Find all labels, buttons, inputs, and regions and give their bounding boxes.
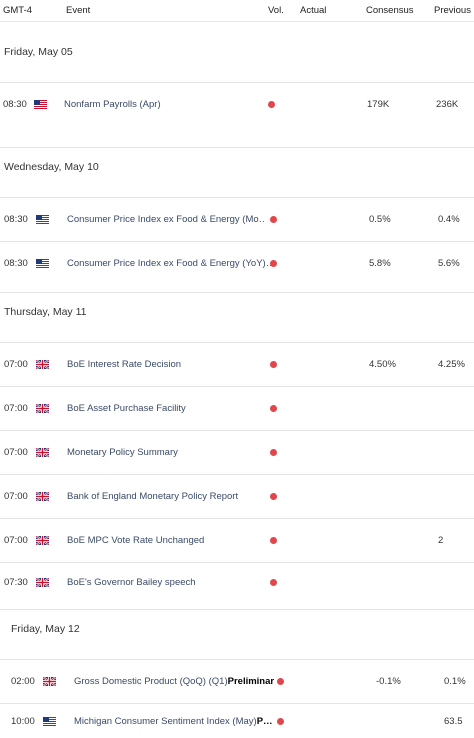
previous-value: 0.4% <box>438 214 460 225</box>
event-name: BoE Interest Rate Decision <box>67 359 182 370</box>
us-flag-icon <box>36 215 49 224</box>
event-name-link[interactable]: BoE Interest Rate Decision <box>67 359 181 370</box>
previous-value: 4.25% <box>438 359 465 370</box>
vol-header: Vol. <box>268 5 284 16</box>
day-separator <box>0 147 474 148</box>
uk-flag-icon <box>36 404 49 413</box>
high-volatility-icon <box>277 678 284 685</box>
previous-value: 5.6% <box>438 258 460 269</box>
event-name-suffix: Preliminar <box>227 676 274 687</box>
event-name: Consumer Price Index ex Food & Energy (M… <box>67 214 265 225</box>
event-name-link[interactable]: BoE MPC Vote Rate Unchanged <box>67 535 204 546</box>
event-time: 07:00 <box>4 403 28 414</box>
us-flag-icon <box>43 717 56 726</box>
event-name: Nonfarm Payrolls (Apr) <box>64 99 161 110</box>
uk-flag-icon <box>36 536 49 545</box>
previous-value: 2 <box>438 535 444 546</box>
event-name-link[interactable]: BoE's Governor Bailey speech <box>67 577 196 588</box>
event-row[interactable]: 08:30 Consumer Price Index ex Food & Ener… <box>0 241 474 285</box>
previous-value: 236K <box>436 99 459 110</box>
high-volatility-icon <box>270 493 277 500</box>
event-row[interactable]: 08:30 Nonfarm Payrolls (Apr) 179K 236K <box>0 82 474 126</box>
event-time: 07:00 <box>4 447 28 458</box>
event-row[interactable]: 08:30 Consumer Price Index ex Food & Ener… <box>0 197 474 241</box>
previous-header: Previous <box>434 5 471 16</box>
consensus-value: 5.8% <box>369 258 391 269</box>
event-row[interactable]: 07:00 Monetary Policy Summary <box>0 430 474 474</box>
table-header: GMT-4 Event Vol. Actual Consensus Previo… <box>0 0 474 22</box>
event-row[interactable]: 07:00 Bank of England Monetary Policy Rep… <box>0 474 474 518</box>
consensus-value: 4.50% <box>369 359 396 370</box>
event-name: BoE MPC Vote Rate Unchanged <box>67 535 205 546</box>
high-volatility-icon <box>270 361 277 368</box>
high-volatility-icon <box>270 260 277 267</box>
high-volatility-icon <box>270 537 277 544</box>
event-header: Event <box>66 5 91 16</box>
consensus-value: 179K <box>367 99 390 110</box>
high-volatility-icon <box>277 718 284 725</box>
event-time: 02:00 <box>11 676 35 687</box>
high-volatility-icon <box>270 405 277 412</box>
us-flag-icon <box>36 259 49 268</box>
event-name: Gross Domestic Product (QoQ) (Q1) <box>74 676 228 687</box>
uk-flag-icon <box>43 677 56 686</box>
previous-value: 63.5 <box>444 716 463 727</box>
event-name: Michigan Consumer Sentiment Index (May) <box>74 716 257 727</box>
timezone-header[interactable]: GMT-4 <box>3 5 33 16</box>
event-row[interactable]: 07:00 BoE MPC Vote Rate Unchanged 2 <box>0 518 474 562</box>
event-name-link[interactable]: Michigan Consumer Sentiment Index (May)P… <box>74 716 273 727</box>
event-time: 08:30 <box>3 99 27 110</box>
event-name-link[interactable]: BoE Asset Purchase Facility <box>67 403 186 414</box>
event-row[interactable]: 07:00 BoE Interest Rate Decision 4.50% 4.25… <box>0 342 474 386</box>
event-name: BoE's Governor Bailey speech <box>67 577 196 588</box>
day-heading: Thursday, May 11 <box>4 306 87 318</box>
event-time: 07:30 <box>4 577 28 588</box>
day-heading: Friday, May 12 <box>11 623 80 635</box>
uk-flag-icon <box>36 360 49 369</box>
event-name: BoE Asset Purchase Facility <box>67 403 186 414</box>
us-flag-icon <box>34 100 47 109</box>
event-name-link[interactable]: Nonfarm Payrolls (Apr) <box>64 99 161 110</box>
event-row[interactable]: 10:00 Michigan Consumer Sentiment Index (… <box>0 703 474 738</box>
high-volatility-icon <box>270 449 277 456</box>
actual-header: Actual <box>300 5 327 16</box>
day-separator <box>0 292 474 293</box>
consensus-header: Consensus <box>366 5 414 16</box>
event-name-link[interactable]: Bank of England Monetary Policy Report <box>67 491 238 502</box>
previous-value: 0.1% <box>444 676 466 687</box>
day-heading: Friday, May 05 <box>4 46 73 58</box>
event-time: 07:00 <box>4 491 28 502</box>
event-name-link[interactable]: Consumer Price Index ex Food & Energy (M… <box>67 214 265 225</box>
uk-flag-icon <box>36 578 49 587</box>
event-time: 08:30 <box>4 258 28 269</box>
high-volatility-icon <box>270 579 277 586</box>
event-name: Consumer Price Index ex Food & Energy (Y… <box>67 258 275 269</box>
day-heading: Wednesday, May 10 <box>4 161 99 173</box>
event-name-link[interactable]: Monetary Policy Summary <box>67 447 178 458</box>
event-name-link[interactable]: Consumer Price Index ex Food & Energy (Y… <box>67 258 275 269</box>
day-separator <box>0 609 474 610</box>
high-volatility-icon <box>268 101 275 108</box>
event-time: 10:00 <box>11 716 35 727</box>
uk-flag-icon <box>36 448 49 457</box>
event-time: 08:30 <box>4 214 28 225</box>
event-time: 07:00 <box>4 359 28 370</box>
event-row[interactable]: 02:00 Gross Domestic Product (QoQ) (Q1)Pr… <box>0 659 474 703</box>
high-volatility-icon <box>270 216 277 223</box>
event-name-suffix: P… <box>256 716 273 727</box>
uk-flag-icon <box>36 492 49 501</box>
event-name-link[interactable]: Gross Domestic Product (QoQ) (Q1)Prelimi… <box>74 676 274 687</box>
event-time: 07:00 <box>4 535 28 546</box>
event-row[interactable]: 07:30 BoE's Governor Bailey speech <box>0 562 474 602</box>
consensus-value: 0.5% <box>369 214 391 225</box>
consensus-value: -0.1% <box>376 676 401 687</box>
event-row[interactable]: 07:00 BoE Asset Purchase Facility <box>0 386 474 430</box>
event-name: Bank of England Monetary Policy Report <box>67 491 239 502</box>
event-name: Monetary Policy Summary <box>67 447 178 458</box>
